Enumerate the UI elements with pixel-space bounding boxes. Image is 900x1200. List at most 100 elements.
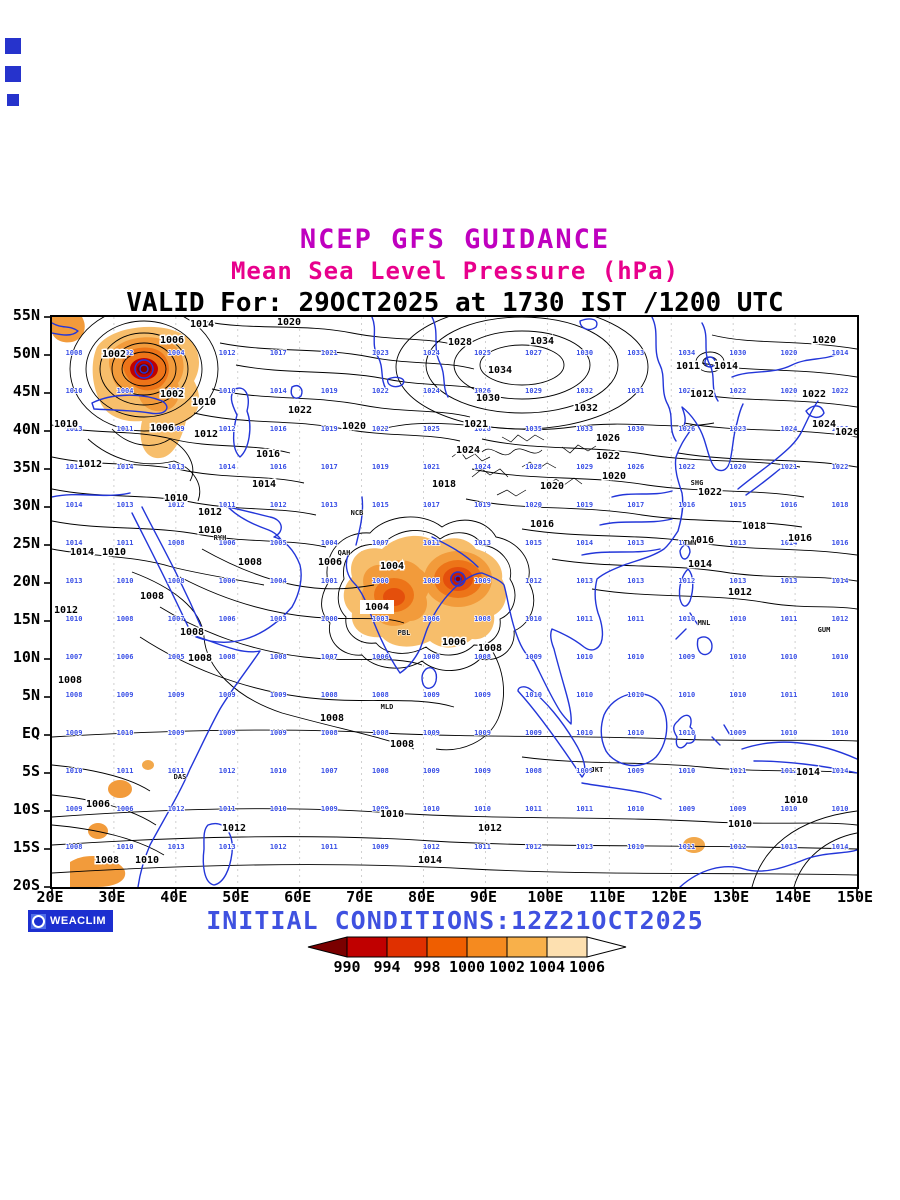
grid-value: 1009 [168, 691, 185, 699]
grid-value: 1021 [321, 349, 338, 357]
station-label: MNL [698, 619, 711, 627]
contour-label: 1030 [476, 393, 500, 404]
grid-value: 1004 [270, 577, 287, 585]
contour-label: 1006 [318, 557, 342, 568]
page-title: NCEP GFS GUIDANCE [299, 224, 611, 255]
grid-value: 1012 [678, 539, 695, 547]
grid-value: 1012 [66, 463, 83, 471]
y-axis-label: 50N [12, 344, 40, 362]
contour-label: 1010 [380, 809, 404, 820]
grid-value: 1008 [219, 653, 236, 661]
grid-value: 1013 [781, 843, 798, 851]
grid-value: 1022 [832, 387, 849, 395]
grid-value: 1016 [270, 463, 287, 471]
grid-value: 1007 [66, 653, 83, 661]
grid-value: 1013 [729, 539, 746, 547]
weaclim-logo[interactable]: WEACLIM [28, 910, 114, 932]
grid-value: 1009 [474, 767, 491, 775]
grid-value: 1009 [525, 653, 542, 661]
grid-value: 1022 [372, 387, 389, 395]
contour-label: 1014 [714, 361, 738, 372]
grid-value: 1003 [270, 615, 287, 623]
colorbar-segment [506, 936, 548, 958]
x-axis-label: 140E [775, 888, 812, 906]
grid-value: 1008 [474, 615, 491, 623]
y-axis-label: 25N [12, 534, 40, 552]
grid-value: 1000 [321, 615, 338, 623]
grid-value: 1013 [576, 843, 593, 851]
latitude-axis: 55N 50N 45N 40N 35N 30N 25N 20N 15N 10N 5N EQ 5S 10S 1… [0, 306, 46, 894]
contour-label: 1010 [135, 855, 159, 866]
grid-value: 1008 [66, 691, 83, 699]
contour-label: 1006 [160, 335, 184, 346]
grid-value: 1017 [270, 349, 287, 357]
grid-value: 1009 [729, 729, 746, 737]
grid-value: 1014 [832, 843, 849, 851]
grid-value: 1009 [627, 767, 644, 775]
grid-value: 1008 [372, 691, 389, 699]
grid-value: 1020 [781, 387, 798, 395]
grid-value: 1008 [168, 539, 185, 547]
colorbar-label: 994 [373, 958, 401, 976]
y-axis-label: EQ [21, 724, 40, 742]
y-axis-label: 35N [12, 458, 40, 476]
contour-label: 1016 [530, 519, 554, 530]
contour-label: 1026 [596, 433, 620, 444]
grid-value: 1015 [525, 539, 542, 547]
contour-label: 1034 [488, 365, 512, 376]
y-axis-label: 5N [21, 686, 40, 704]
grid-value: 1014 [781, 539, 798, 547]
grid-value: 1010 [66, 767, 83, 775]
colorbar-label: 998 [413, 958, 441, 976]
contour-label: 1028 [448, 337, 472, 348]
grid-value: 1009 [576, 767, 593, 775]
grid-value: 1011 [781, 615, 798, 623]
grid-value: 1004 [321, 539, 338, 547]
grid-value: 1002 [117, 349, 134, 357]
station-labels: NCB RYH QAH PBL MLD DAS JKT GUM SHG TWN MNL [173, 479, 831, 782]
contour-label: 1018 [742, 521, 766, 532]
grid-value: 1024 [781, 425, 798, 433]
grid-value: 1015 [372, 501, 389, 509]
grid-value: 1013 [781, 577, 798, 585]
grid-value: 1010 [781, 805, 798, 813]
grid-value: 1032 [576, 387, 593, 395]
colorbar-label: 990 [333, 958, 361, 976]
x-axis-label: 110E [589, 888, 626, 906]
grid-value: 1013 [117, 501, 134, 509]
contour-label: 1010 [198, 525, 222, 536]
contour-label: 1010 [102, 547, 126, 558]
grid-value: 1012 [423, 843, 440, 851]
grid-value: 1008 [66, 349, 83, 357]
grid-value: 1011 [117, 425, 134, 433]
grid-value: 1009 [729, 805, 746, 813]
grid-value: 1026 [678, 425, 695, 433]
x-axis-label: 100E [527, 888, 564, 906]
grid-value: 1008 [321, 691, 338, 699]
grid-value: 1007 [321, 653, 338, 661]
contour-label: 1008 [180, 627, 204, 638]
grid-value: 1011 [627, 615, 644, 623]
station-label: GUM [818, 626, 831, 634]
grid-value: 1006 [117, 805, 134, 813]
grid-value: 1013 [66, 425, 83, 433]
contour-label: 1020 [342, 421, 366, 432]
x-axis-label: 80E [407, 888, 436, 906]
y-axis-label: 15N [12, 610, 40, 628]
grid-value: 1010 [729, 653, 746, 661]
grid-value: 1008 [117, 615, 134, 623]
grid-value: 1011 [423, 539, 440, 547]
x-axis-label: 70E [346, 888, 374, 906]
contour-label: 1014 [418, 855, 442, 866]
grid-value: 1026 [832, 425, 849, 433]
grid-value: 1020 [781, 349, 798, 357]
grid-value: 1009 [423, 767, 440, 775]
contour-label: 1004 [380, 561, 404, 572]
grid-value: 1011 [525, 805, 542, 813]
grid-value: 1008 [372, 767, 389, 775]
y-axis-label: 40N [12, 420, 40, 438]
grid-value: 1011 [729, 767, 746, 775]
grid-value: 1014 [832, 577, 849, 585]
grid-value: 1009 [678, 805, 695, 813]
grid-value: 1010 [678, 729, 695, 737]
